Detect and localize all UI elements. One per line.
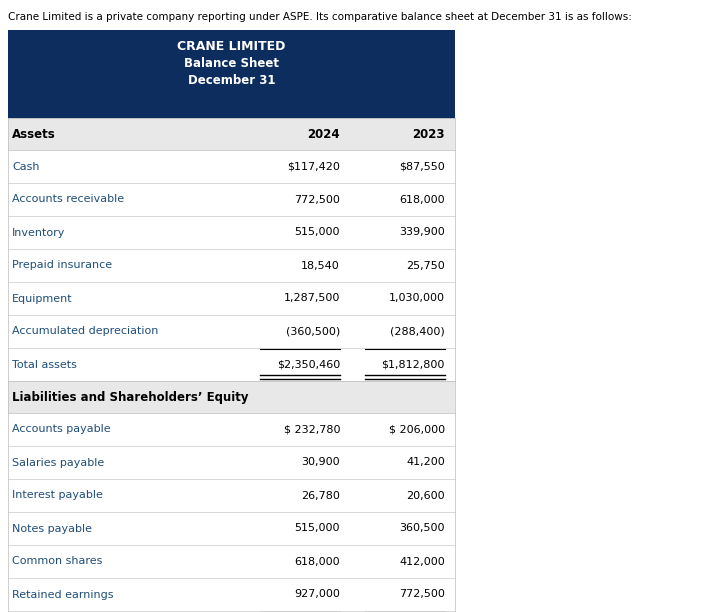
Text: 2024: 2024 — [307, 127, 340, 141]
Text: 339,900: 339,900 — [399, 228, 445, 237]
Text: Salaries payable: Salaries payable — [12, 458, 104, 468]
Bar — [8, 249, 455, 282]
Text: 18,540: 18,540 — [301, 261, 340, 271]
Text: Assets: Assets — [12, 127, 56, 141]
Text: 30,900: 30,900 — [301, 458, 340, 468]
Text: Equipment: Equipment — [12, 294, 72, 304]
Text: (360,500): (360,500) — [285, 326, 340, 337]
Text: 412,000: 412,000 — [399, 556, 445, 567]
Text: CRANE LIMITED: CRANE LIMITED — [178, 40, 285, 53]
Text: 25,750: 25,750 — [406, 261, 445, 271]
Bar — [8, 578, 455, 611]
Text: Balance Sheet: Balance Sheet — [184, 57, 279, 70]
Bar — [8, 118, 455, 150]
Text: 1,030,000: 1,030,000 — [389, 294, 445, 304]
Text: 772,500: 772,500 — [399, 589, 445, 600]
Text: Accounts receivable: Accounts receivable — [12, 195, 124, 204]
Bar — [8, 315, 455, 348]
Bar — [8, 446, 455, 479]
Text: $ 206,000: $ 206,000 — [389, 425, 445, 435]
Text: $ 232,780: $ 232,780 — [283, 425, 340, 435]
Bar — [8, 512, 455, 545]
Text: 20,600: 20,600 — [406, 490, 445, 501]
Text: 1,287,500: 1,287,500 — [283, 294, 340, 304]
Text: 360,500: 360,500 — [400, 523, 445, 534]
Bar — [8, 30, 455, 118]
Text: $87,550: $87,550 — [399, 162, 445, 171]
Text: Total assets: Total assets — [12, 359, 77, 370]
Bar — [8, 611, 455, 612]
Text: $117,420: $117,420 — [287, 162, 340, 171]
Text: 515,000: 515,000 — [295, 523, 340, 534]
Bar — [8, 183, 455, 216]
Text: 2023: 2023 — [413, 127, 445, 141]
Text: 618,000: 618,000 — [295, 556, 340, 567]
Text: Retained earnings: Retained earnings — [12, 589, 114, 600]
Text: Common shares: Common shares — [12, 556, 102, 567]
Bar — [8, 381, 455, 413]
Text: Crane Limited is a private company reporting under ASPE. Its comparative balance: Crane Limited is a private company repor… — [8, 12, 632, 22]
Text: Prepaid insurance: Prepaid insurance — [12, 261, 112, 271]
Text: Accounts payable: Accounts payable — [12, 425, 111, 435]
Text: December 31: December 31 — [187, 74, 275, 87]
Text: $2,350,460: $2,350,460 — [277, 359, 340, 370]
Text: $1,812,800: $1,812,800 — [382, 359, 445, 370]
Bar — [8, 479, 455, 512]
Text: Inventory: Inventory — [12, 228, 65, 237]
Text: 41,200: 41,200 — [406, 458, 445, 468]
Text: (288,400): (288,400) — [391, 326, 445, 337]
Bar — [8, 348, 455, 381]
Bar — [8, 216, 455, 249]
Text: 927,000: 927,000 — [294, 589, 340, 600]
Bar — [8, 413, 455, 446]
Text: Cash: Cash — [12, 162, 40, 171]
Text: Interest payable: Interest payable — [12, 490, 103, 501]
Bar — [8, 150, 455, 183]
Text: Liabilities and Shareholders’ Equity: Liabilities and Shareholders’ Equity — [12, 390, 248, 403]
Text: 772,500: 772,500 — [294, 195, 340, 204]
Text: Accumulated depreciation: Accumulated depreciation — [12, 326, 158, 337]
Text: 515,000: 515,000 — [295, 228, 340, 237]
Bar — [8, 545, 455, 578]
Bar — [8, 282, 455, 315]
Text: 26,780: 26,780 — [301, 490, 340, 501]
Text: 618,000: 618,000 — [399, 195, 445, 204]
Text: Notes payable: Notes payable — [12, 523, 92, 534]
